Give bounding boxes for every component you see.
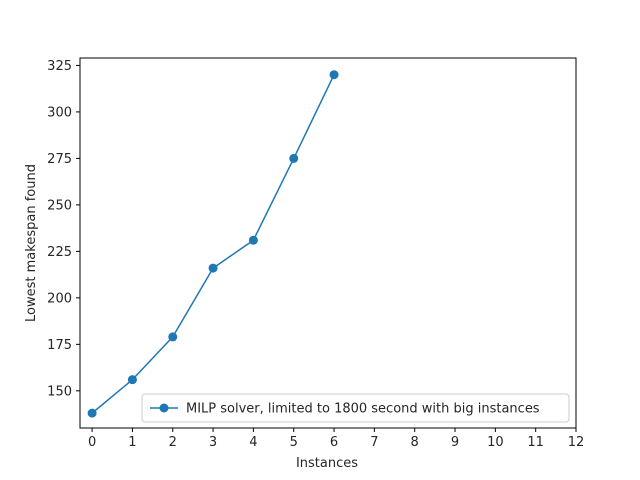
data-point — [208, 263, 218, 273]
x-tick-label: 6 — [330, 435, 338, 450]
series-layer — [87, 70, 339, 418]
data-point — [248, 235, 258, 245]
y-tick-label: 225 — [47, 245, 72, 260]
y-tick-label: 150 — [47, 384, 72, 399]
x-axis-ticks: 0 1 2 3 4 5 6 7 8 9 10 11 12 — [88, 428, 584, 450]
x-tick-label: 5 — [290, 435, 298, 450]
y-tick-label: 175 — [47, 338, 72, 353]
legend-box — [141, 393, 570, 423]
x-tick-label: 4 — [249, 435, 257, 450]
data-point — [168, 332, 178, 342]
y-tick-label: 300 — [47, 105, 72, 120]
legend: MILP solver, limited to 1800 second with… — [141, 393, 570, 423]
x-tick-label: 12 — [568, 435, 585, 450]
x-axis-label: Instances — [296, 456, 358, 471]
legend-entry-label: MILP solver, limited to 1800 second with… — [186, 402, 540, 417]
x-tick-label: 0 — [88, 435, 96, 450]
x-tick-label: 3 — [209, 435, 217, 450]
plot-area-frame — [79, 57, 577, 429]
x-tick-label: 7 — [370, 435, 378, 450]
y-tick-label: 275 — [47, 152, 72, 167]
y-tick-label: 200 — [47, 291, 72, 306]
y-tick-label: 250 — [47, 198, 72, 213]
y-axis-ticks: 150 175 200 225 250 275 300 325 — [47, 59, 80, 399]
x-tick-label: 8 — [411, 435, 419, 450]
data-point — [87, 408, 97, 418]
x-tick-label: 11 — [527, 435, 544, 450]
x-tick-label: 1 — [128, 435, 136, 450]
y-axis-label: Lowest makespan found — [24, 164, 39, 322]
x-tick-label: 10 — [487, 435, 504, 450]
legend-marker-swatch — [159, 403, 169, 413]
x-tick-label: 2 — [169, 435, 177, 450]
y-tick-label: 325 — [47, 59, 72, 74]
data-point — [127, 375, 137, 385]
data-point — [329, 70, 339, 80]
data-point — [289, 153, 299, 163]
x-tick-label: 9 — [451, 435, 459, 450]
